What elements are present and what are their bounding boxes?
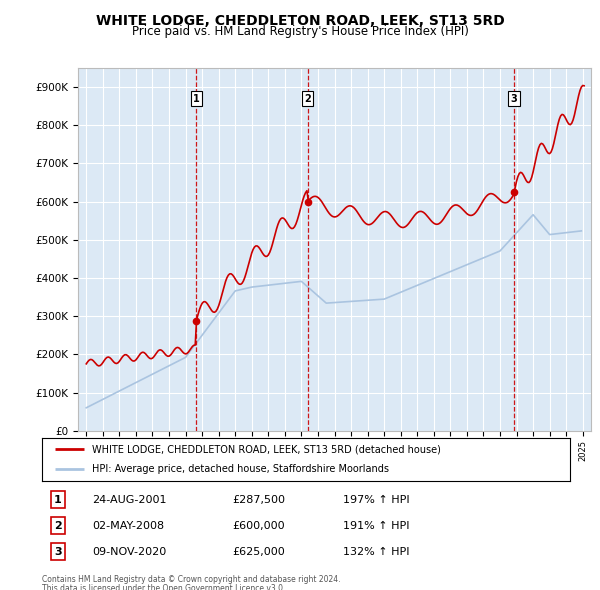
- Text: £625,000: £625,000: [232, 547, 285, 557]
- Text: HPI: Average price, detached house, Staffordshire Moorlands: HPI: Average price, detached house, Staf…: [92, 464, 389, 474]
- Text: 3: 3: [511, 94, 518, 104]
- Text: 1: 1: [54, 494, 62, 504]
- Text: This data is licensed under the Open Government Licence v3.0.: This data is licensed under the Open Gov…: [42, 584, 286, 590]
- Text: 132% ↑ HPI: 132% ↑ HPI: [343, 547, 409, 557]
- Text: £600,000: £600,000: [232, 521, 285, 530]
- Text: 02-MAY-2008: 02-MAY-2008: [92, 521, 164, 530]
- Text: 24-AUG-2001: 24-AUG-2001: [92, 494, 167, 504]
- Text: 191% ↑ HPI: 191% ↑ HPI: [343, 521, 409, 530]
- Text: 09-NOV-2020: 09-NOV-2020: [92, 547, 166, 557]
- Text: Price paid vs. HM Land Registry's House Price Index (HPI): Price paid vs. HM Land Registry's House …: [131, 25, 469, 38]
- Text: 197% ↑ HPI: 197% ↑ HPI: [343, 494, 410, 504]
- Text: 2: 2: [54, 521, 62, 530]
- Text: WHITE LODGE, CHEDDLETON ROAD, LEEK, ST13 5RD (detached house): WHITE LODGE, CHEDDLETON ROAD, LEEK, ST13…: [92, 444, 441, 454]
- Text: WHITE LODGE, CHEDDLETON ROAD, LEEK, ST13 5RD: WHITE LODGE, CHEDDLETON ROAD, LEEK, ST13…: [95, 14, 505, 28]
- Text: Contains HM Land Registry data © Crown copyright and database right 2024.: Contains HM Land Registry data © Crown c…: [42, 575, 341, 584]
- Text: 1: 1: [193, 94, 200, 104]
- Text: 2: 2: [304, 94, 311, 104]
- Text: £287,500: £287,500: [232, 494, 285, 504]
- Text: 3: 3: [54, 547, 62, 557]
